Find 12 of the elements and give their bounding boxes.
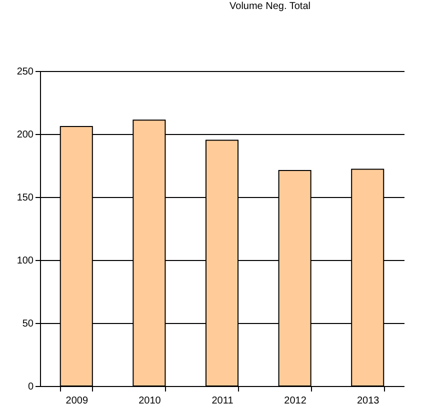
y-tick-label: 50 bbox=[22, 318, 34, 330]
x-tick-label: 2012 bbox=[284, 396, 307, 406]
y-tick-label: 250 bbox=[16, 66, 34, 78]
y-tick-label: 150 bbox=[16, 192, 34, 204]
y-tick-label: 0 bbox=[28, 382, 34, 392]
chart-title: Volume Neg. Total bbox=[230, 1, 310, 12]
y-tick-label: 100 bbox=[16, 256, 34, 266]
x-tick-label: 2013 bbox=[356, 396, 380, 406]
x-tick-label: 2010 bbox=[138, 396, 162, 406]
y-tick-label: 200 bbox=[16, 130, 34, 140]
x-tick-label: 2011 bbox=[212, 396, 234, 406]
x-tick-label: 2009 bbox=[66, 396, 88, 406]
